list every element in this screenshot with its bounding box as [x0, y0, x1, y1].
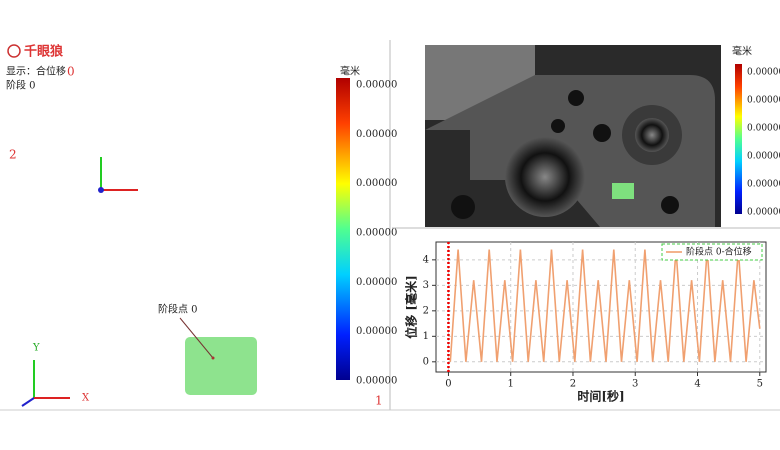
colorbar-tick-label: 0.00000: [356, 376, 397, 387]
colorbar-tick-label: 0.00000: [356, 80, 397, 91]
x-axis-label: 时间[秒]: [577, 389, 624, 404]
axis-label: X: [82, 393, 90, 404]
x-tick-label: 5: [757, 379, 763, 390]
legend-label: 阶段点 0-合位移: [686, 246, 752, 258]
y-tick-label: 2: [423, 305, 429, 316]
display-label: 显示：合位移: [6, 65, 66, 78]
colorbar-tick-label: 0.00000: [356, 228, 397, 239]
colorbar-tick-label: 0.00000: [356, 178, 397, 189]
x-tick-label: 0: [445, 379, 451, 390]
y-tick-label: 4: [423, 254, 429, 265]
stage-point-region: [185, 337, 257, 395]
colorbar-tick-label: 0.00000: [747, 180, 780, 190]
colorbar: [735, 64, 742, 214]
left-panel: 千眼狼 显示：合位移 0 阶段 0 2 毫米 0.00000 0.00000 0.0…: [0, 40, 780, 411]
colorbar-tick-label: 0.00000: [747, 208, 780, 218]
y-tick-label: 0: [423, 356, 429, 367]
x-tick-label: 1: [508, 379, 514, 390]
colorbar: [336, 78, 350, 380]
colorbar-tick-label: 0.00000: [356, 129, 397, 140]
y-tick-label: 3: [423, 280, 429, 291]
stage-label: 阶段 0: [6, 79, 36, 92]
colorbar-tick-label: 0.00000: [747, 68, 780, 78]
series-line: [449, 249, 761, 362]
colorbar-tick-label: 0.00000: [747, 152, 780, 162]
marker: 2: [9, 148, 17, 162]
image-panel: 毫米 0.00000 0.00000 0.00000 0.00000 0.00000 0.…: [392, 45, 780, 229]
marker: 0: [67, 65, 75, 79]
colorbar-tick-label: 0.00000: [356, 326, 397, 337]
legend-box: [661, 243, 763, 261]
marker: 1: [375, 394, 383, 408]
colorbar-tick-label: 0.00000: [356, 277, 397, 288]
colorbar-title: 毫米: [732, 45, 752, 58]
colorbar-tick-label: 0.00000: [747, 96, 780, 106]
point-label: 阶段点 0: [158, 303, 198, 316]
y-axis-label: 位移 [毫米]: [404, 275, 419, 339]
y-tick-label: 1: [423, 331, 429, 342]
colorbar-title: 毫米: [340, 65, 360, 78]
x-tick-label: 3: [632, 379, 638, 390]
colorbar-tick-label: 0.00000: [747, 124, 780, 134]
x-tick-label: 4: [694, 379, 700, 390]
x-tick-label: 2: [570, 379, 576, 390]
axis-label: Y: [32, 343, 40, 354]
logo: 千眼狼: [24, 44, 64, 60]
